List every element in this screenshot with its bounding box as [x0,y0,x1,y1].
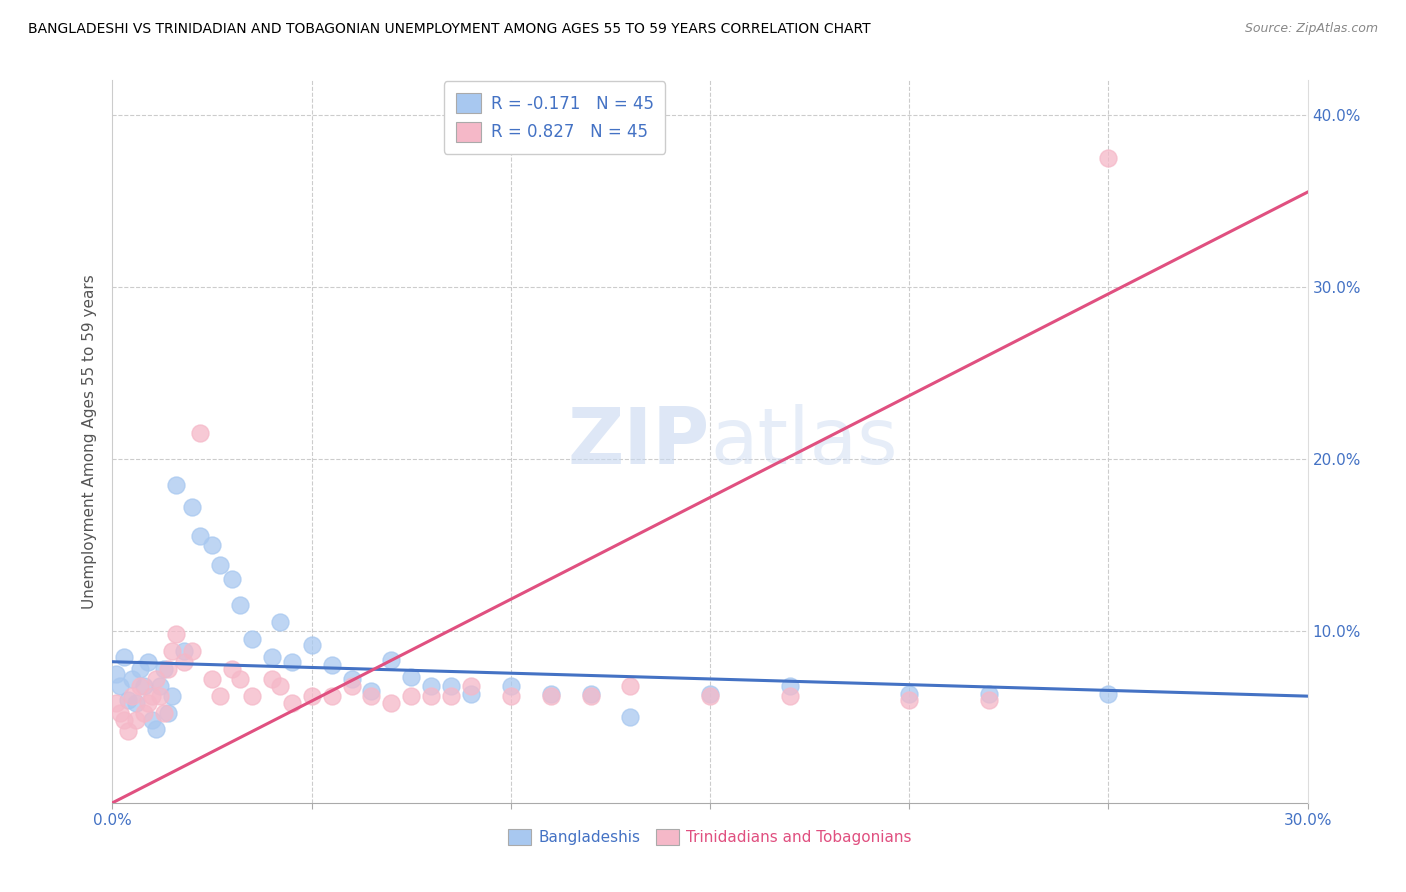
Point [105,696,128,710]
Point [157,662,180,676]
Point [499,679,522,693]
Point [114,649,135,664]
Point [260,672,283,686]
Point [188,425,211,440]
Point [340,672,363,686]
Point [240,632,263,647]
Point [321,658,343,673]
Point [260,649,283,664]
Point [420,679,443,693]
Point [619,710,641,724]
Point [125,713,148,727]
Point [898,687,921,701]
Point [619,679,641,693]
Y-axis label: Unemployment Among Ages 55 to 59 years: Unemployment Among Ages 55 to 59 years [82,274,97,609]
Point [162,689,183,703]
Point [699,689,721,703]
Point [301,689,323,703]
Point [117,723,139,738]
Point [269,679,291,693]
Point [188,529,211,543]
Point [141,689,163,703]
Point [340,679,363,693]
Point [579,687,602,701]
Point [460,679,482,693]
Point [499,689,522,703]
Point [898,692,921,706]
Point [138,655,160,669]
Point [540,689,562,703]
Text: Source: ZipAtlas.com: Source: ZipAtlas.com [1244,22,1378,36]
Point [321,689,343,703]
Point [114,713,135,727]
Point [145,722,167,736]
Point [460,687,482,701]
Point [181,644,204,658]
Point [221,662,243,676]
Point [360,689,382,703]
Point [209,689,232,703]
Point [110,706,132,721]
Point [181,500,204,514]
Point [162,644,183,658]
Point [360,684,382,698]
Point [209,558,232,573]
Point [1097,151,1119,165]
Point [977,692,1000,706]
Point [138,696,160,710]
Point [579,689,602,703]
Point [153,662,176,676]
Point [977,687,1000,701]
Point [221,572,243,586]
Point [401,689,423,703]
Point [117,692,139,706]
Point [134,679,156,693]
Point [165,627,187,641]
Point [129,679,152,693]
Point [699,687,721,701]
Point [173,655,195,669]
Point [401,670,423,684]
Point [173,644,195,658]
Text: BANGLADESHI VS TRINIDADIAN AND TOBAGONIAN UNEMPLOYMENT AMONG AGES 55 TO 59 YEARS: BANGLADESHI VS TRINIDADIAN AND TOBAGONIA… [28,22,870,37]
Point [157,706,180,721]
Point [153,706,176,721]
Point [269,615,291,630]
Text: ZIP: ZIP [568,403,710,480]
Point [240,689,263,703]
Point [129,662,152,676]
Point [301,638,323,652]
Point [105,666,128,681]
Point [125,696,148,710]
Point [145,672,167,686]
Legend: Bangladeshis, Trinidadians and Tobagonians: Bangladeshis, Trinidadians and Tobagonia… [501,822,920,853]
Point [134,706,156,721]
Point [779,679,801,693]
Text: atlas: atlas [710,403,897,480]
Point [281,696,304,710]
Point [110,679,132,693]
Point [229,598,252,612]
Point [281,655,304,669]
Point [229,672,252,686]
Point [141,713,163,727]
Point [380,653,402,667]
Point [149,689,172,703]
Point [121,689,143,703]
Point [540,687,562,701]
Point [440,679,463,693]
Point [121,672,143,686]
Point [165,477,187,491]
Point [440,689,463,703]
Point [779,689,801,703]
Point [420,689,443,703]
Point [380,696,402,710]
Point [201,538,224,552]
Point [1097,687,1119,701]
Point [201,672,224,686]
Point [149,679,172,693]
